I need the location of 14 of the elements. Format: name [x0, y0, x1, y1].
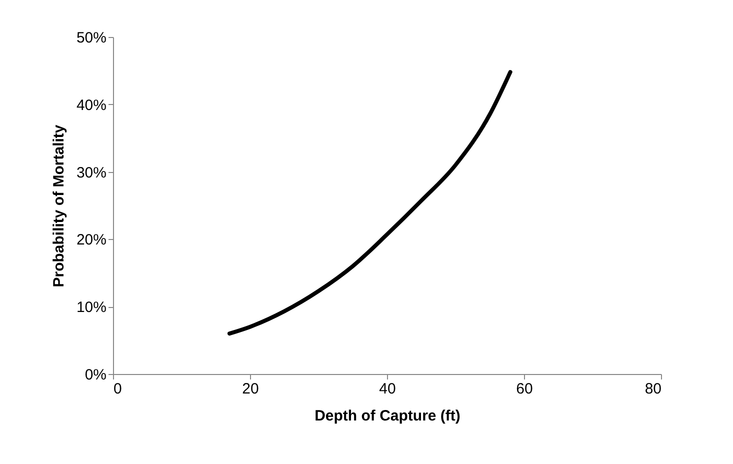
y-tick-label: 40%	[76, 96, 106, 114]
x-tick-label: 0	[114, 380, 122, 398]
y-tick-label: 50%	[76, 30, 106, 46]
x-tick-label: 60	[516, 380, 533, 398]
x-tick-label: 40	[379, 380, 396, 398]
x-tick-label: 80	[644, 380, 662, 398]
y-tick-label: 20%	[76, 232, 106, 249]
y-tick-label: 10%	[76, 299, 106, 316]
x-axis-title: Depth of Capture (ft)	[314, 408, 460, 424]
y-tick-label: 0%	[84, 366, 106, 384]
line-series	[227, 70, 512, 336]
x-tick-label: 20	[242, 380, 259, 398]
y-axis-title: Probability of Mortality	[50, 124, 68, 288]
y-tick-label: 30%	[76, 164, 106, 182]
